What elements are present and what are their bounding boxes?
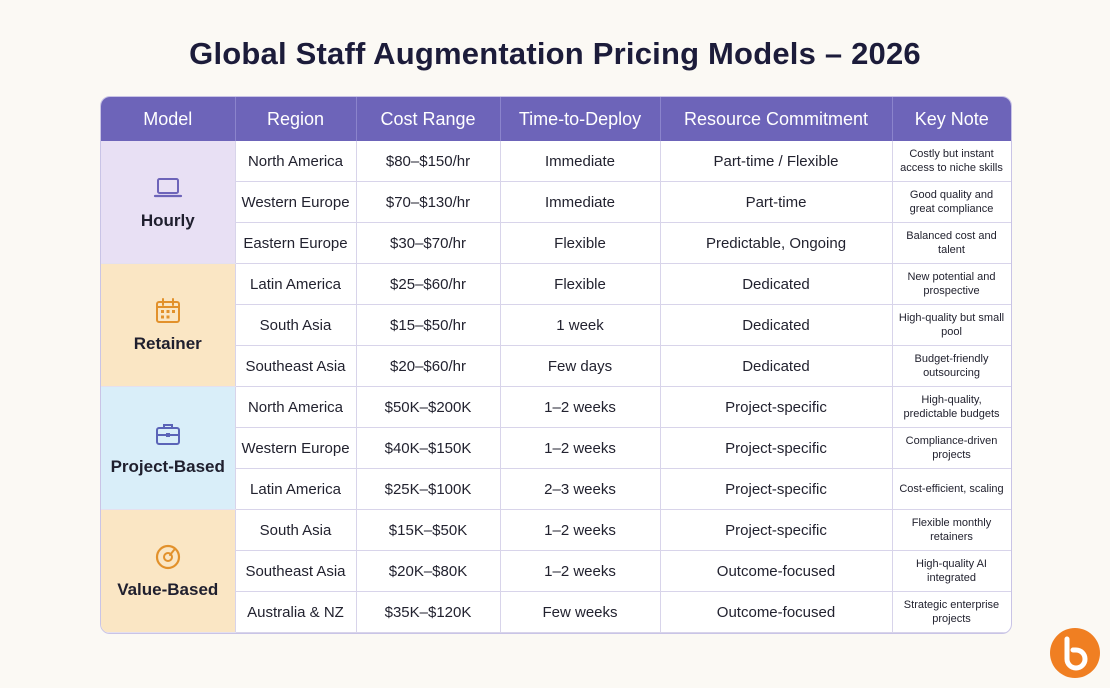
region-cell: Western Europe [235,427,357,469]
table-row: Hourly North America $80–$150/hr Immediate P… [101,141,1011,264]
header-cost-range: Cost Range [356,97,501,141]
key-note-cell: Compliance-driven projects [892,427,1011,469]
model-cell: Project-Based [101,386,236,510]
table-row: Australia & NZ $35K–$120K Few weeks Outcome… [101,591,1011,633]
time-to-deploy-cell: 1–2 weeks [500,386,661,428]
cost-range-cell: $20–$60/hr [356,345,501,387]
key-note-cell: Budget-friendly outsourcing [892,345,1011,387]
table-row: Latin America $25K–$100K 2–3 weeks Project-… [101,468,1011,510]
resource-commitment-cell: Dedicated [660,345,893,387]
resource-commitment-cell: Project-specific [660,468,893,510]
header-resource-commitment: Resource Commitment [660,97,893,141]
cost-range-cell: $80–$150/hr [356,141,501,182]
model-label: Project-Based [110,457,225,476]
region-cell: South Asia [235,304,357,346]
resource-commitment-cell: Dedicated [660,263,893,305]
time-to-deploy-cell: Immediate [500,181,661,223]
table-row: Retainer Latin America $25–$60/hr Flexible D… [101,263,1011,387]
resource-commitment-cell: Dedicated [660,304,893,346]
cost-range-cell: $25–$60/hr [356,263,501,305]
key-note-cell: Balanced cost and talent [892,222,1011,264]
key-note-cell: New potential and prospective [892,263,1011,305]
cost-range-cell: $15K–$50K [356,509,501,551]
briefcase-icon [153,419,183,449]
time-to-deploy-cell: 1–2 weeks [500,550,661,592]
table-row: South Asia $15–$50/hr 1 week Dedicated High-… [101,304,1011,346]
model-label: Hourly [140,211,195,230]
cost-range-cell: $25K–$100K [356,468,501,510]
region-cell: Western Europe [235,181,357,223]
region-cell: Southeast Asia [235,550,357,592]
cost-range-cell: $20K–$80K [356,550,501,592]
region-cell: Southeast Asia [235,345,357,387]
cost-range-cell: $15–$50/hr [356,304,501,346]
gauge-icon [153,542,183,572]
model-cell: Value-Based [101,509,236,633]
region-cell: Latin America [235,468,357,510]
key-note-cell: Good quality and great compliance [892,181,1011,223]
time-to-deploy-cell: Flexible [500,222,661,264]
calendar-icon [153,296,183,326]
table-row: Southeast Asia $20–$60/hr Few days Dedicate… [101,345,1011,387]
table-row: Eastern Europe $30–$70/hr Flexible Predicta… [101,222,1011,264]
key-note-cell: High-quality, predictable budgets [892,386,1011,428]
time-to-deploy-cell: 2–3 weeks [500,468,661,510]
region-cell: Australia & NZ [235,591,357,633]
time-to-deploy-cell: Immediate [500,141,661,182]
cost-range-cell: $50K–$200K [356,386,501,428]
header-key-note: Key Note [892,97,1011,141]
region-cell: North America [235,386,357,428]
cost-range-cell: $40K–$150K [356,427,501,469]
region-cell: South Asia [235,509,357,551]
header-model: Model [101,97,236,141]
cost-range-cell: $35K–$120K [356,591,501,633]
key-note-cell: Flexible monthly retainers [892,509,1011,551]
cost-range-cell: $70–$130/hr [356,181,501,223]
resource-commitment-cell: Project-specific [660,509,893,551]
time-to-deploy-cell: Few weeks [500,591,661,633]
key-note-cell: Costly but instant access to niche skill… [892,141,1011,182]
key-note-cell: Cost-efficient, scaling [892,468,1011,510]
model-cell: Retainer [101,263,236,387]
page-title: Global Staff Augmentation Pricing Models… [189,36,921,71]
model-label: Value-Based [117,580,219,599]
region-cell: North America [235,141,357,182]
key-note-cell: Strategic enterprise projects [892,591,1011,633]
model-label: Retainer [133,334,202,353]
time-to-deploy-cell: 1–2 weeks [500,427,661,469]
table-row: Western Europe $70–$130/hr Immediate Part-t… [101,181,1011,223]
region-cell: Latin America [235,263,357,305]
brand-logo-icon [1050,628,1100,678]
pricing-table: Model Region Cost Range Time-to-Deploy R… [100,96,1012,634]
region-cell: Eastern Europe [235,222,357,264]
key-note-cell: High-quality AI integrated [892,550,1011,592]
model-cell: Hourly [101,141,236,264]
table-row: Western Europe $40K–$150K 1–2 weeks Project… [101,427,1011,469]
header-region: Region [235,97,357,141]
resource-commitment-cell: Outcome-focused [660,591,893,633]
header-time-to-deploy: Time-to-Deploy [500,97,661,141]
resource-commitment-cell: Project-specific [660,427,893,469]
resource-commitment-cell: Part-time / Flexible [660,141,893,182]
table-row: Project-Based North America $50K–$200K 1–2 … [101,386,1011,510]
resource-commitment-cell: Project-specific [660,386,893,428]
time-to-deploy-cell: Flexible [500,263,661,305]
table-row: Value-Based South Asia $15K–$50K 1–2 weeks P… [101,509,1011,633]
resource-commitment-cell: Outcome-focused [660,550,893,592]
cost-range-cell: $30–$70/hr [356,222,501,264]
time-to-deploy-cell: 1–2 weeks [500,509,661,551]
time-to-deploy-cell: 1 week [500,304,661,346]
table-header-row: Model Region Cost Range Time-to-Deploy R… [101,97,1011,141]
time-to-deploy-cell: Few days [500,345,661,387]
resource-commitment-cell: Part-time [660,181,893,223]
key-note-cell: High-quality but small pool [892,304,1011,346]
table-row: Southeast Asia $20K–$80K 1–2 weeks Outcome-… [101,550,1011,592]
laptop-icon [153,173,183,203]
resource-commitment-cell: Predictable, Ongoing [660,222,893,264]
